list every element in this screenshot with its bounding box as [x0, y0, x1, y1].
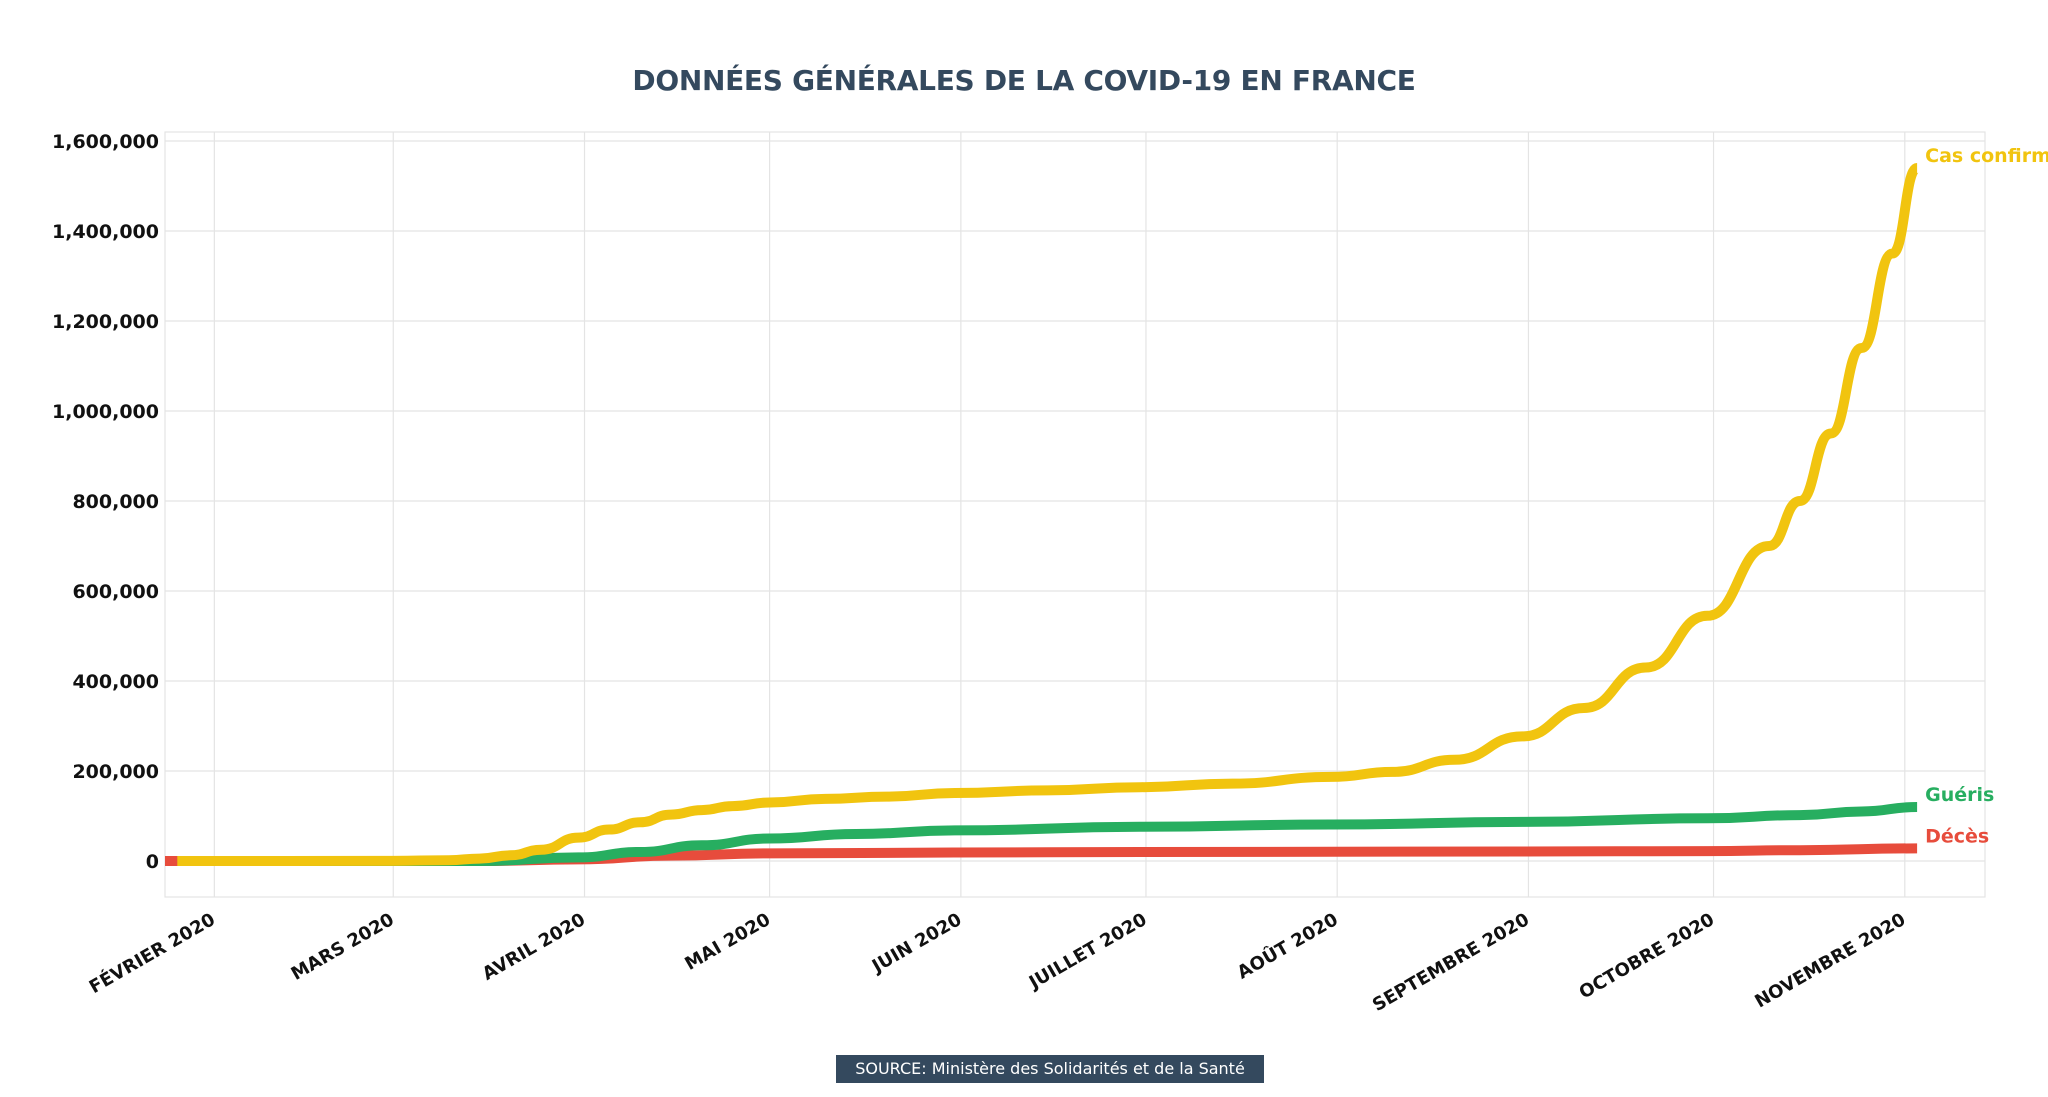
- series-layer: [165, 163, 1920, 867]
- x-tick-label: SEPTEMBRE 2020: [1369, 909, 1533, 1016]
- series-line-gueris: [183, 802, 1918, 867]
- series-line-cas-confirmes: [177, 163, 1920, 866]
- series-label-cas-confirmes: Cas confirmés: [1925, 145, 2048, 167]
- y-tick-label: 1,400,000: [52, 221, 159, 243]
- x-tick-label: NOVEMBRE 2020: [1751, 909, 1909, 1012]
- y-tick-label: 1,200,000: [52, 311, 159, 333]
- y-tick-label: 0: [146, 851, 159, 873]
- x-tick-label: MAI 2020: [681, 909, 774, 975]
- y-tick-label: 600,000: [72, 581, 159, 603]
- chart-title: DONNÉES GÉNÉRALES DE LA COVID-19 EN FRAN…: [632, 64, 1416, 97]
- source-caption: SOURCE: Ministère des Solidarités et de …: [836, 1055, 1264, 1083]
- grid-layer: [164, 131, 1986, 898]
- x-tick-label: OCTOBRE 2020: [1576, 909, 1718, 1003]
- x-tick-label: MARS 2020: [288, 909, 398, 985]
- x-tick-label: FÉVRIER 2020: [85, 908, 219, 998]
- x-axis-ticks: FÉVRIER 2020 MARS 2020 AVRIL 2020 MAI 2020 J…: [85, 908, 1909, 1016]
- series-label-deces: Décès: [1925, 825, 1989, 847]
- series-labels: Décès Guéris Cas confirmés: [1925, 145, 2048, 847]
- y-tick-label: 200,000: [72, 761, 159, 783]
- x-tick-label: JUILLET 2020: [1024, 909, 1150, 994]
- x-tick-label: AOÛT 2020: [1233, 908, 1341, 983]
- plot-frame: [164, 131, 1986, 898]
- y-tick-label: 400,000: [72, 671, 159, 693]
- y-tick-label: 1,000,000: [52, 401, 159, 423]
- y-tick-label: 1,600,000: [52, 131, 159, 153]
- y-tick-label: 800,000: [72, 491, 159, 513]
- y-axis-ticks: 0 200,000 400,000 600,000 800,000 1,000,000 1,…: [52, 131, 159, 873]
- x-tick-label: JUIN 2020: [867, 909, 965, 978]
- x-tick-label: AVRIL 2020: [479, 909, 589, 985]
- series-label-gueris: Guéris: [1925, 784, 1994, 806]
